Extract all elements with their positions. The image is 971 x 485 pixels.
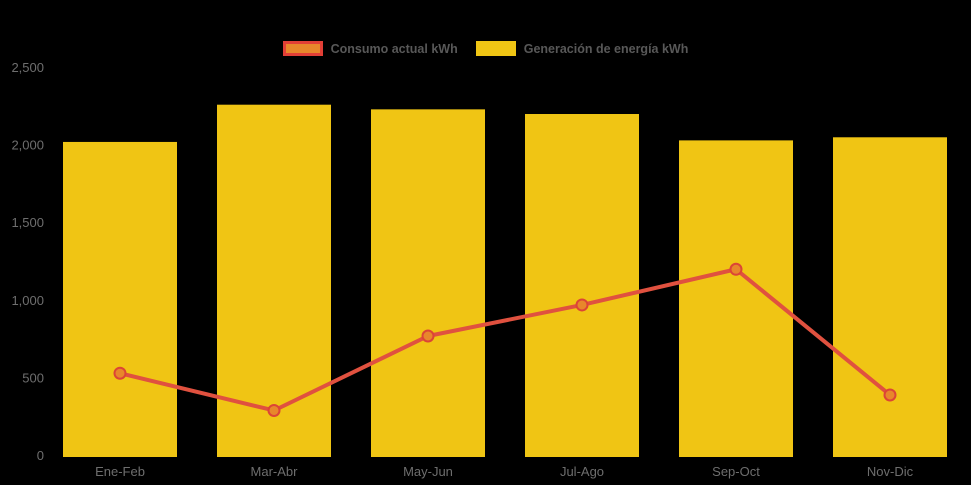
generacion-swatch-icon	[475, 41, 516, 56]
bar-Mar-Abr[interactable]	[217, 104, 331, 458]
legend-item-consumo[interactable]: Consumo actual kWh	[282, 41, 458, 56]
data-point-marker-Nov-Dic[interactable]	[883, 388, 897, 402]
legend-label-consumo: Consumo actual kWh	[330, 41, 458, 56]
data-point-marker-May-Jun[interactable]	[421, 329, 435, 343]
y-axis-tick-label: 2,500	[11, 60, 44, 75]
consumption-line	[118, 267, 892, 413]
bar-Ene-Feb[interactable]	[63, 141, 177, 457]
x-axis-label-May-Jun: May-Jun	[403, 464, 453, 479]
x-axis-label-Nov-Dic: Nov-Dic	[867, 464, 914, 479]
y-axis-tick-label: 2,000	[11, 138, 44, 153]
legend-label-generacion: Generación de energía kWh	[523, 41, 689, 56]
bar-May-Jun[interactable]	[371, 109, 485, 458]
x-axis-label-Ene-Feb: Ene-Feb	[95, 464, 145, 479]
bar-Nov-Dic[interactable]	[833, 137, 947, 457]
data-point-marker-Ene-Feb[interactable]	[113, 366, 127, 380]
data-point-marker-Jul-Ago[interactable]	[575, 298, 589, 312]
bar-Jul-Ago[interactable]	[525, 114, 639, 458]
x-axis-label-Mar-Abr: Mar-Abr	[251, 464, 299, 479]
legend-item-generacion[interactable]: Generación de energía kWh	[475, 41, 689, 56]
y-axis-tick-label: 500	[22, 370, 44, 385]
x-axis-label-Sep-Oct: Sep-Oct	[712, 464, 760, 479]
chart-legend: Consumo actual kWh Generación de energía…	[0, 41, 971, 56]
data-point-marker-Sep-Oct[interactable]	[729, 262, 743, 276]
y-axis-tick-label: 1,500	[11, 215, 44, 230]
bar-Sep-Oct[interactable]	[679, 140, 793, 457]
data-point-marker-Mar-Abr[interactable]	[267, 403, 281, 417]
consumo-swatch-icon	[282, 41, 323, 56]
y-axis-tick-label: 0	[37, 448, 44, 463]
y-axis-tick-label: 1,000	[11, 293, 44, 308]
x-axis-label-Jul-Ago: Jul-Ago	[560, 464, 604, 479]
